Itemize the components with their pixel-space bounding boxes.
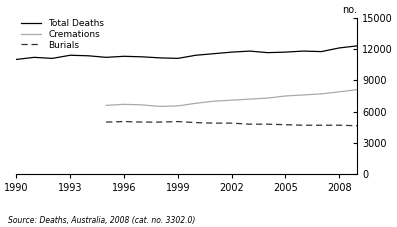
Total Deaths	[68, 54, 73, 57]
Cremations	[337, 90, 342, 93]
Total Deaths	[104, 56, 108, 59]
Burials	[265, 123, 270, 126]
Cremations	[158, 105, 162, 108]
Total Deaths	[140, 55, 145, 58]
Burials	[158, 121, 162, 123]
Total Deaths	[175, 57, 180, 60]
Cremations	[121, 103, 126, 106]
Burials	[319, 124, 324, 127]
Legend: Total Deaths, Cremations, Burials: Total Deaths, Cremations, Burials	[21, 19, 104, 50]
Burials	[283, 123, 288, 126]
Line: Total Deaths: Total Deaths	[16, 46, 357, 59]
Cremations	[319, 93, 324, 95]
Cremations	[283, 95, 288, 97]
Text: no.: no.	[342, 5, 357, 15]
Total Deaths	[121, 55, 126, 58]
Total Deaths	[247, 50, 252, 52]
Cremations	[140, 104, 145, 106]
Burials	[104, 121, 108, 123]
Line: Cremations: Cremations	[106, 90, 357, 106]
Total Deaths	[319, 50, 324, 53]
Total Deaths	[193, 54, 198, 57]
Burials	[355, 124, 360, 127]
Total Deaths	[14, 58, 19, 61]
Total Deaths	[32, 56, 37, 59]
Burials	[175, 120, 180, 123]
Burials	[193, 121, 198, 124]
Total Deaths	[337, 47, 342, 49]
Cremations	[211, 100, 216, 103]
Burials	[337, 124, 342, 127]
Total Deaths	[229, 51, 234, 54]
Total Deaths	[283, 51, 288, 54]
Cremations	[175, 105, 180, 107]
Text: Source: Deaths, Australia, 2008 (cat. no. 3302.0): Source: Deaths, Australia, 2008 (cat. no…	[8, 216, 195, 225]
Cremations	[301, 94, 306, 96]
Total Deaths	[86, 54, 91, 57]
Cremations	[355, 88, 360, 91]
Line: Burials: Burials	[106, 122, 357, 126]
Burials	[301, 124, 306, 127]
Total Deaths	[211, 52, 216, 55]
Cremations	[247, 98, 252, 101]
Burials	[247, 123, 252, 126]
Total Deaths	[301, 50, 306, 52]
Total Deaths	[265, 51, 270, 54]
Total Deaths	[158, 57, 162, 59]
Burials	[211, 122, 216, 124]
Cremations	[193, 102, 198, 105]
Cremations	[104, 104, 108, 107]
Burials	[121, 120, 126, 123]
Total Deaths	[355, 44, 360, 47]
Cremations	[265, 97, 270, 99]
Total Deaths	[50, 57, 55, 60]
Burials	[140, 121, 145, 123]
Cremations	[229, 99, 234, 101]
Burials	[229, 122, 234, 124]
